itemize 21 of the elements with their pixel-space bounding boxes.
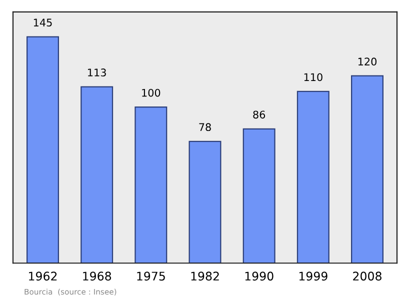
- data-label: 113: [88, 68, 106, 76]
- x-tick-label: 1962: [29, 272, 57, 281]
- data-label: 86: [253, 110, 266, 119]
- x-tick-label: 2008: [353, 272, 382, 281]
- x-tick-label: 1975: [137, 272, 165, 281]
- bar: [242, 128, 276, 264]
- x-tick-label: 1999: [299, 272, 328, 281]
- x-tick-label: 1990: [245, 272, 274, 281]
- bar: [188, 140, 222, 264]
- bar: [80, 86, 114, 264]
- data-label: 110: [304, 73, 322, 82]
- x-tick-label: 1982: [191, 272, 219, 281]
- data-label: 145: [34, 18, 52, 26]
- x-tick-label: 1968: [83, 272, 112, 281]
- bar: [351, 75, 384, 264]
- bar: [134, 106, 168, 264]
- data-label: 100: [142, 88, 160, 97]
- bar: [296, 90, 330, 264]
- data-label: 120: [358, 58, 377, 66]
- data-label: 78: [199, 123, 211, 132]
- bar: [26, 36, 59, 264]
